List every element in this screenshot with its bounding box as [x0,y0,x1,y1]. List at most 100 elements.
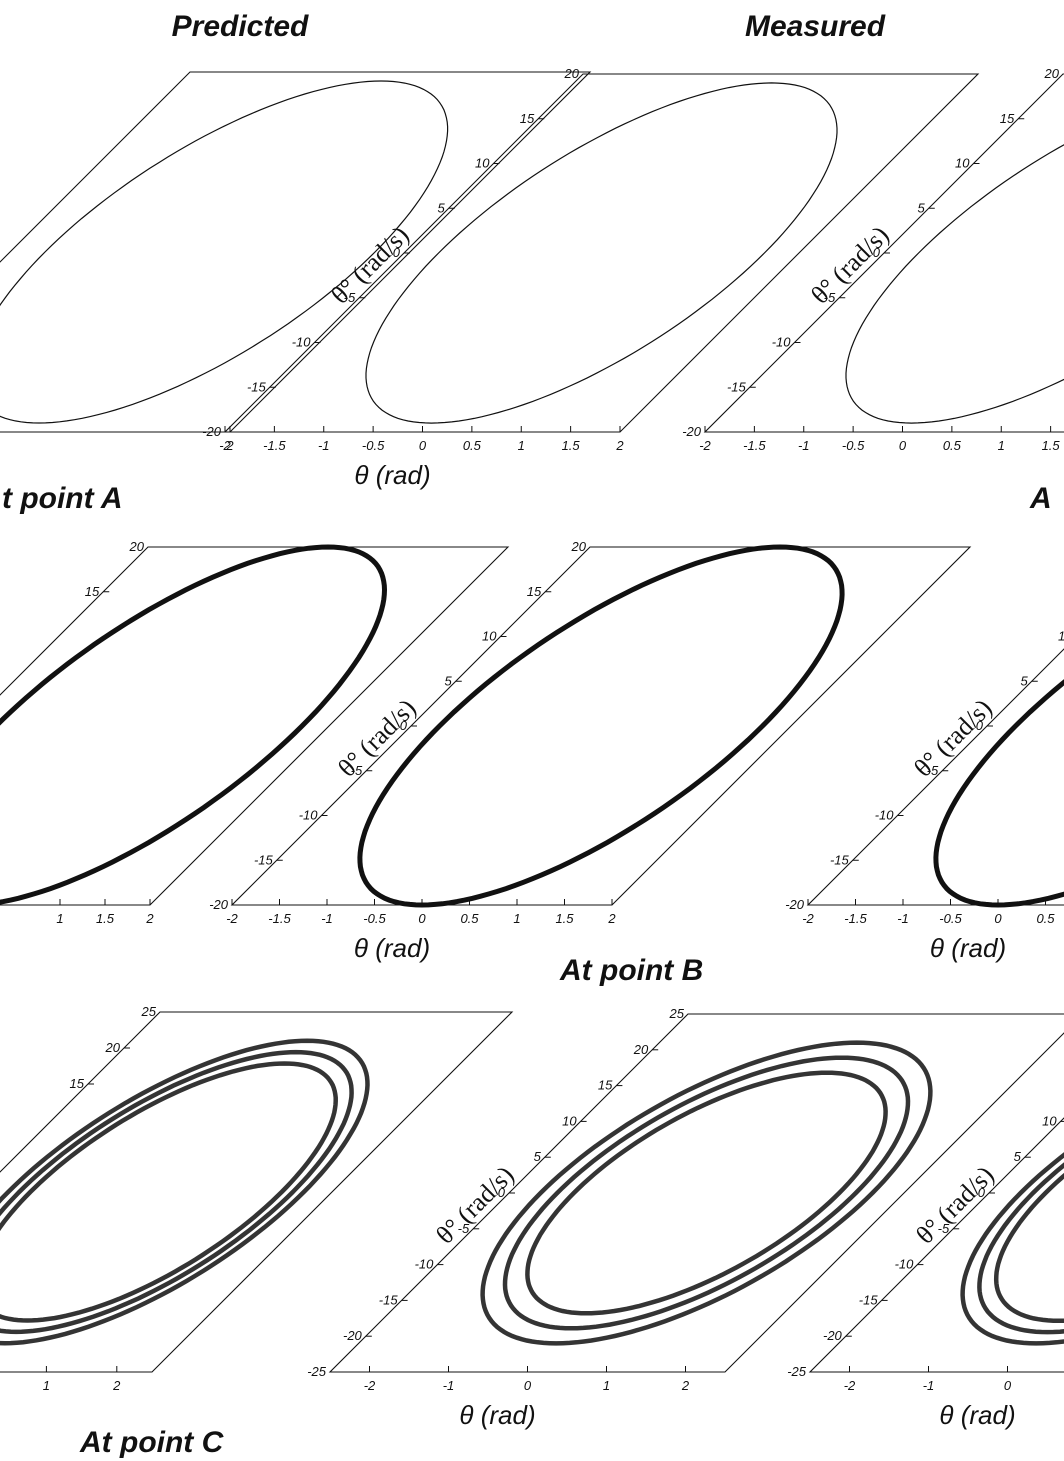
x-tick-label: 1 [603,1378,610,1393]
panel-B-right: -2 -1.5 -1 -0.5 0 0.5 -20 -15 -10 -5 0 5 10 θ (rad) θ°… [785,629,1064,963]
y-tick-label: -20 [343,1328,363,1343]
y-tick-label: 25 [141,1004,157,1019]
y-tick-label: -20 [202,424,222,439]
x-tick-label: -2 [699,438,711,453]
trajectory-curve [960,1152,1064,1346]
y-tick-label: 5 [918,200,926,215]
y-tick-label: 15 [598,1078,613,1093]
y-tick-label: 15 [1000,111,1015,126]
y-tick-label: -10 [299,808,319,823]
panel-C-predicted: 1 2 15 20 25 [0,1004,514,1393]
y-axis-label: θ° (rad/s) [332,693,421,782]
x-tick-label: -0.5 [842,438,865,453]
trajectory-curve [0,1061,338,1323]
x-tick-label: 0 [419,438,427,453]
x-tick-label: -0.5 [363,911,386,926]
x-tick-label: -1.5 [844,911,867,926]
trajectory-curve [525,1070,888,1316]
x-tick-label: 1.5 [555,911,574,926]
x-tick-label: 2 [225,438,234,453]
x-tick-label: 2 [607,911,616,926]
x-tick-label: -1.5 [743,438,766,453]
trajectory-curve [977,1162,1064,1335]
y-tick-label: -5 [927,763,939,778]
x-tick-label: 0.5 [463,438,482,453]
y-axis-label: θ° (rad/s) [908,693,997,782]
panel-A-predicted: 2 [0,71,592,453]
x-tick-label: -1.5 [263,438,286,453]
y-tick-label: -5 [351,763,363,778]
y-tick-label: -5 [938,1221,950,1236]
axes-frame [230,546,972,906]
trajectory-curve [502,1055,911,1331]
x-axis-label: θ (rad) [930,933,1006,963]
panel-A-right: -2 -1.5 -1 -0.5 0 0.5 1 1.5-20-15-10-505101520θ… [682,66,1064,453]
x-tick-label: 0.5 [460,911,479,926]
x-tick-label: 0 [994,911,1002,926]
x-axis-label: θ (rad) [354,933,430,963]
y-tick-label: -10 [415,1257,435,1272]
x-tick-label: 2 [112,1378,121,1393]
x-tick-label: 1 [43,1378,50,1393]
y-tick-label: 20 [105,1040,121,1055]
y-tick-label: 10 [562,1113,577,1128]
y-tick-label: -10 [292,335,312,350]
y-tick-label: 15 [85,584,100,599]
y-tick-label: -5 [458,1221,470,1236]
x-tick-label: -1 [318,438,330,453]
y-tick-label: -10 [772,335,792,350]
x-tick-label: -2 [226,911,238,926]
y-tick-label: -10 [875,808,895,823]
trajectory-curve [480,1040,933,1346]
axes-frame [808,1117,1064,1373]
y-tick-label: 15 [70,1076,85,1091]
x-tick-label: 2 [615,438,624,453]
panel-B-predicted: 11.52-201520 [0,539,510,926]
x-tick-label: 1 [56,911,63,926]
x-tick-label: 0 [418,911,426,926]
y-tick-label: 5 [534,1149,542,1164]
y-tick-label: 0 [978,1185,986,1200]
y-tick-label: -5 [344,290,356,305]
y-tick-label: -15 [254,852,274,867]
x-tick-label: 1 [998,438,1005,453]
axes-frame [223,73,980,433]
y-tick-label: -20 [785,897,805,912]
x-tick-label: 0.5 [1036,911,1055,926]
y-tick-label: 0 [976,718,984,733]
row-label-a-right: A [1029,482,1052,515]
y-tick-label: 10 [1042,1113,1057,1128]
x-tick-label: -2 [802,911,814,926]
y-tick-label: 20 [1044,66,1060,81]
y-tick-label: -5 [824,290,836,305]
x-tick-label: 1 [513,911,520,926]
x-axis-label: θ (rad) [459,1400,535,1430]
column-title-predicted: Predicted [172,10,309,43]
x-tick-label: 1.5 [1042,438,1061,453]
x-tick-label: 2 [145,911,154,926]
y-tick-label: -20 [209,897,229,912]
trajectory-curve [365,82,838,424]
x-axis-label: θ (rad) [939,1400,1015,1430]
x-tick-label: -2 [364,1378,376,1393]
trajectory-curve [0,1038,370,1346]
axes-frame [806,648,1064,906]
y-tick-label: 25 [669,1006,685,1021]
y-tick-label: 20 [129,539,145,554]
y-tick-label: 15 [520,111,535,126]
axes-frame [328,1013,1064,1373]
panel-A-measured: -2 -1.5 -1 -0.5 0 0.5 1 1.5 2-20-15-10-505101520… [202,66,980,490]
y-tick-label: 5 [438,200,446,215]
y-tick-label: 10 [475,156,490,171]
y-tick-label: -20 [823,1328,843,1343]
y-tick-label: 0 [873,245,881,260]
y-tick-label: 20 [571,539,587,554]
x-tick-label: -1 [321,911,333,926]
y-tick-label: -15 [859,1292,879,1307]
y-tick-label: -20 [682,424,702,439]
x-tick-label: 0 [1004,1378,1012,1393]
x-tick-label: -1 [923,1378,935,1393]
y-tick-label: -25 [307,1364,327,1379]
y-tick-label: 0 [393,245,401,260]
